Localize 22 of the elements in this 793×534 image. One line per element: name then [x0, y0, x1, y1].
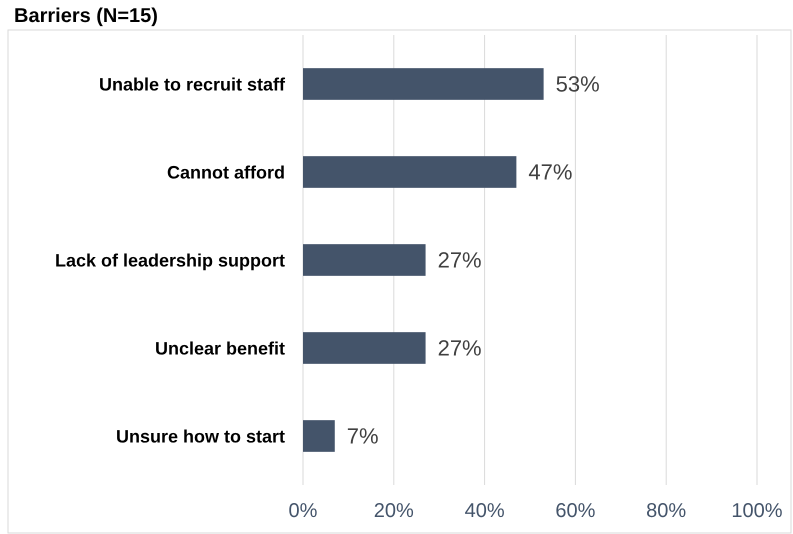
bar	[303, 420, 335, 452]
x-tick-label: 20%	[374, 500, 414, 522]
text: Barriers (N=15)	[14, 5, 158, 27]
data-label: 27%	[438, 248, 482, 273]
x-tick-label: 0%	[288, 500, 318, 522]
bar	[303, 68, 544, 100]
data-label: 7%	[346, 424, 379, 449]
data-label: 53%	[556, 72, 600, 97]
bar	[303, 244, 426, 276]
y-tick-label: Unable to recruit staff	[98, 74, 286, 94]
y-tick-label: Unsure how to start	[116, 426, 286, 446]
data-label: 27%	[438, 336, 482, 361]
x-tick-label: 80%	[646, 500, 686, 522]
bar	[303, 332, 426, 364]
y-tick-label: Cannot afford	[167, 162, 285, 182]
bar	[303, 156, 516, 188]
x-tick-label: 60%	[555, 500, 596, 522]
x-tick-label: 40%	[464, 500, 505, 522]
x-tick-label: 100%	[731, 500, 783, 522]
data-label: 47%	[528, 160, 572, 185]
y-tick-label: Lack of leadership support	[54, 250, 286, 270]
y-tick-label: Unclear benefit	[154, 338, 285, 358]
